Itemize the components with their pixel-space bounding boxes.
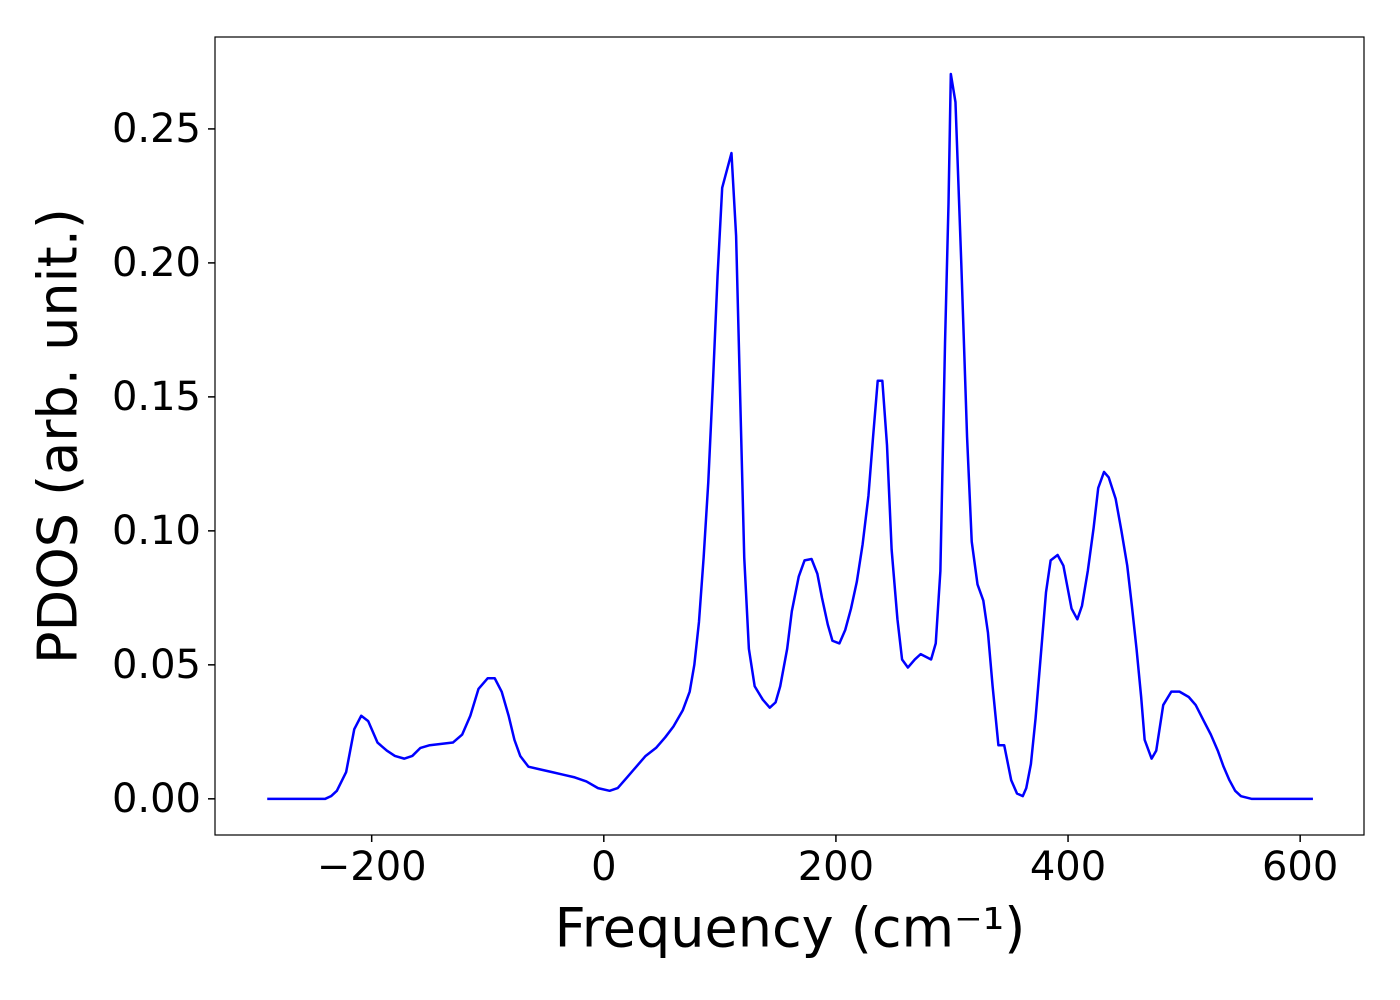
y-tick-label: 0.15 (112, 374, 201, 420)
y-tick-label: 0.00 (112, 776, 201, 822)
x-tick-label: 200 (798, 844, 874, 890)
y-tick-label: 0.05 (112, 642, 201, 688)
y-axis-label: PDOS (arb. unit.) (27, 208, 90, 664)
y-tick-label: 0.10 (112, 508, 201, 554)
y-tick-label: 0.25 (112, 106, 201, 152)
plot-frame (214, 36, 1365, 836)
x-axis-label: Frequency (cm⁻¹) (555, 897, 1026, 960)
x-tick-label: 600 (1262, 844, 1338, 890)
x-tick-label: 400 (1030, 844, 1106, 890)
x-tick-label: −200 (317, 844, 427, 890)
pdos-line (267, 72, 1313, 801)
x-tick-label: 0 (591, 844, 616, 890)
y-tick-label: 0.20 (112, 240, 201, 286)
